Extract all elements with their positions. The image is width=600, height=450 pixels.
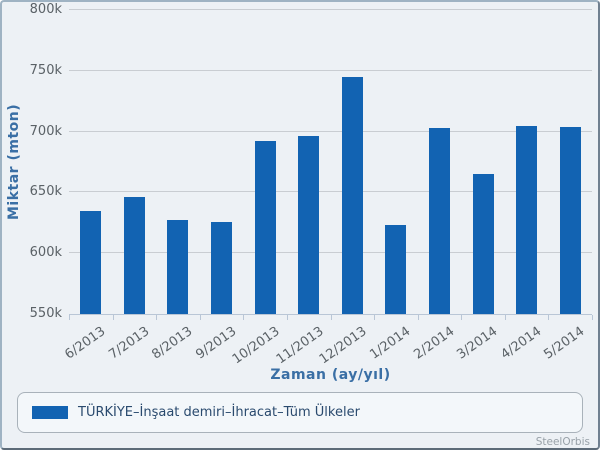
gridline (69, 9, 592, 10)
x-axis-tick (112, 315, 114, 320)
x-axis-labels: 6/2013 7/2013 8/2013 9/2013 10/2013 11/2013 12… (62, 320, 592, 372)
x-tick-label: 3/2014 (454, 324, 501, 363)
legend-swatch (32, 406, 68, 419)
bar-11/2013 (298, 136, 320, 314)
gridline (69, 130, 592, 132)
x-axis-tick (548, 315, 550, 320)
gridline (69, 69, 592, 71)
bar-5/2014 (559, 126, 581, 314)
bar-2/2014 (428, 127, 450, 314)
x-axis-tick (417, 315, 419, 320)
x-axis-tick (330, 315, 332, 320)
x-axis-tick (69, 315, 70, 320)
x-tick-label: 8/2013 (149, 324, 196, 363)
bar-3/2014 (472, 174, 494, 314)
x-axis-tick (243, 315, 245, 320)
x-axis-title: Zaman (ay/yıl) (270, 367, 391, 383)
y-tick-label: 550k (29, 306, 62, 321)
legend-label: TÜRKİYE–İnşaat demiri–İhracat–Tüm Ülkele… (78, 405, 360, 420)
x-axis-tick (156, 315, 158, 320)
x-tick-label: 4/2014 (498, 324, 545, 363)
gridline (69, 252, 592, 254)
y-tick-label: 750k (29, 62, 62, 78)
y-axis-title: Miktar (mton) (6, 103, 22, 221)
bar-8/2013 (167, 220, 189, 314)
bar-9/2013 (211, 221, 233, 314)
x-axis-tick (199, 315, 201, 320)
x-tick-label: 10/2013 (229, 324, 283, 368)
watermark: SteelOrbis (535, 436, 590, 448)
x-axis-tick (286, 315, 288, 320)
x-tick-label: 1/2014 (367, 324, 414, 363)
legend: TÜRKİYE–İnşaat demiri–İhracat–Tüm Ülkele… (17, 392, 583, 433)
bar-1/2014 (385, 225, 407, 314)
x-tick-label: 2/2014 (410, 324, 458, 363)
y-tick-label: 600k (29, 245, 62, 261)
bar-6/2013 (80, 210, 102, 314)
y-tick-label: 700k (29, 123, 62, 139)
plot-area (69, 9, 593, 320)
x-axis-tick (504, 315, 506, 320)
x-tick-label: 11/2013 (273, 324, 327, 368)
x-axis-tick (592, 315, 593, 320)
x-axis-tick (374, 315, 376, 320)
gridline (69, 191, 592, 193)
x-tick-label: 12/2013 (317, 324, 370, 368)
y-tick-label: 800k (29, 2, 62, 17)
x-tick-label: 5/2014 (541, 324, 588, 363)
x-tick-label: 7/2013 (105, 324, 152, 363)
x-axis-tick (461, 315, 463, 320)
bar-12/2013 (341, 76, 363, 314)
y-tick-label: 650k (29, 184, 62, 200)
bar-4/2014 (516, 125, 538, 314)
bar-7/2013 (123, 197, 145, 314)
x-tick-label: 6/2013 (62, 324, 109, 363)
bar-10/2013 (254, 141, 276, 314)
